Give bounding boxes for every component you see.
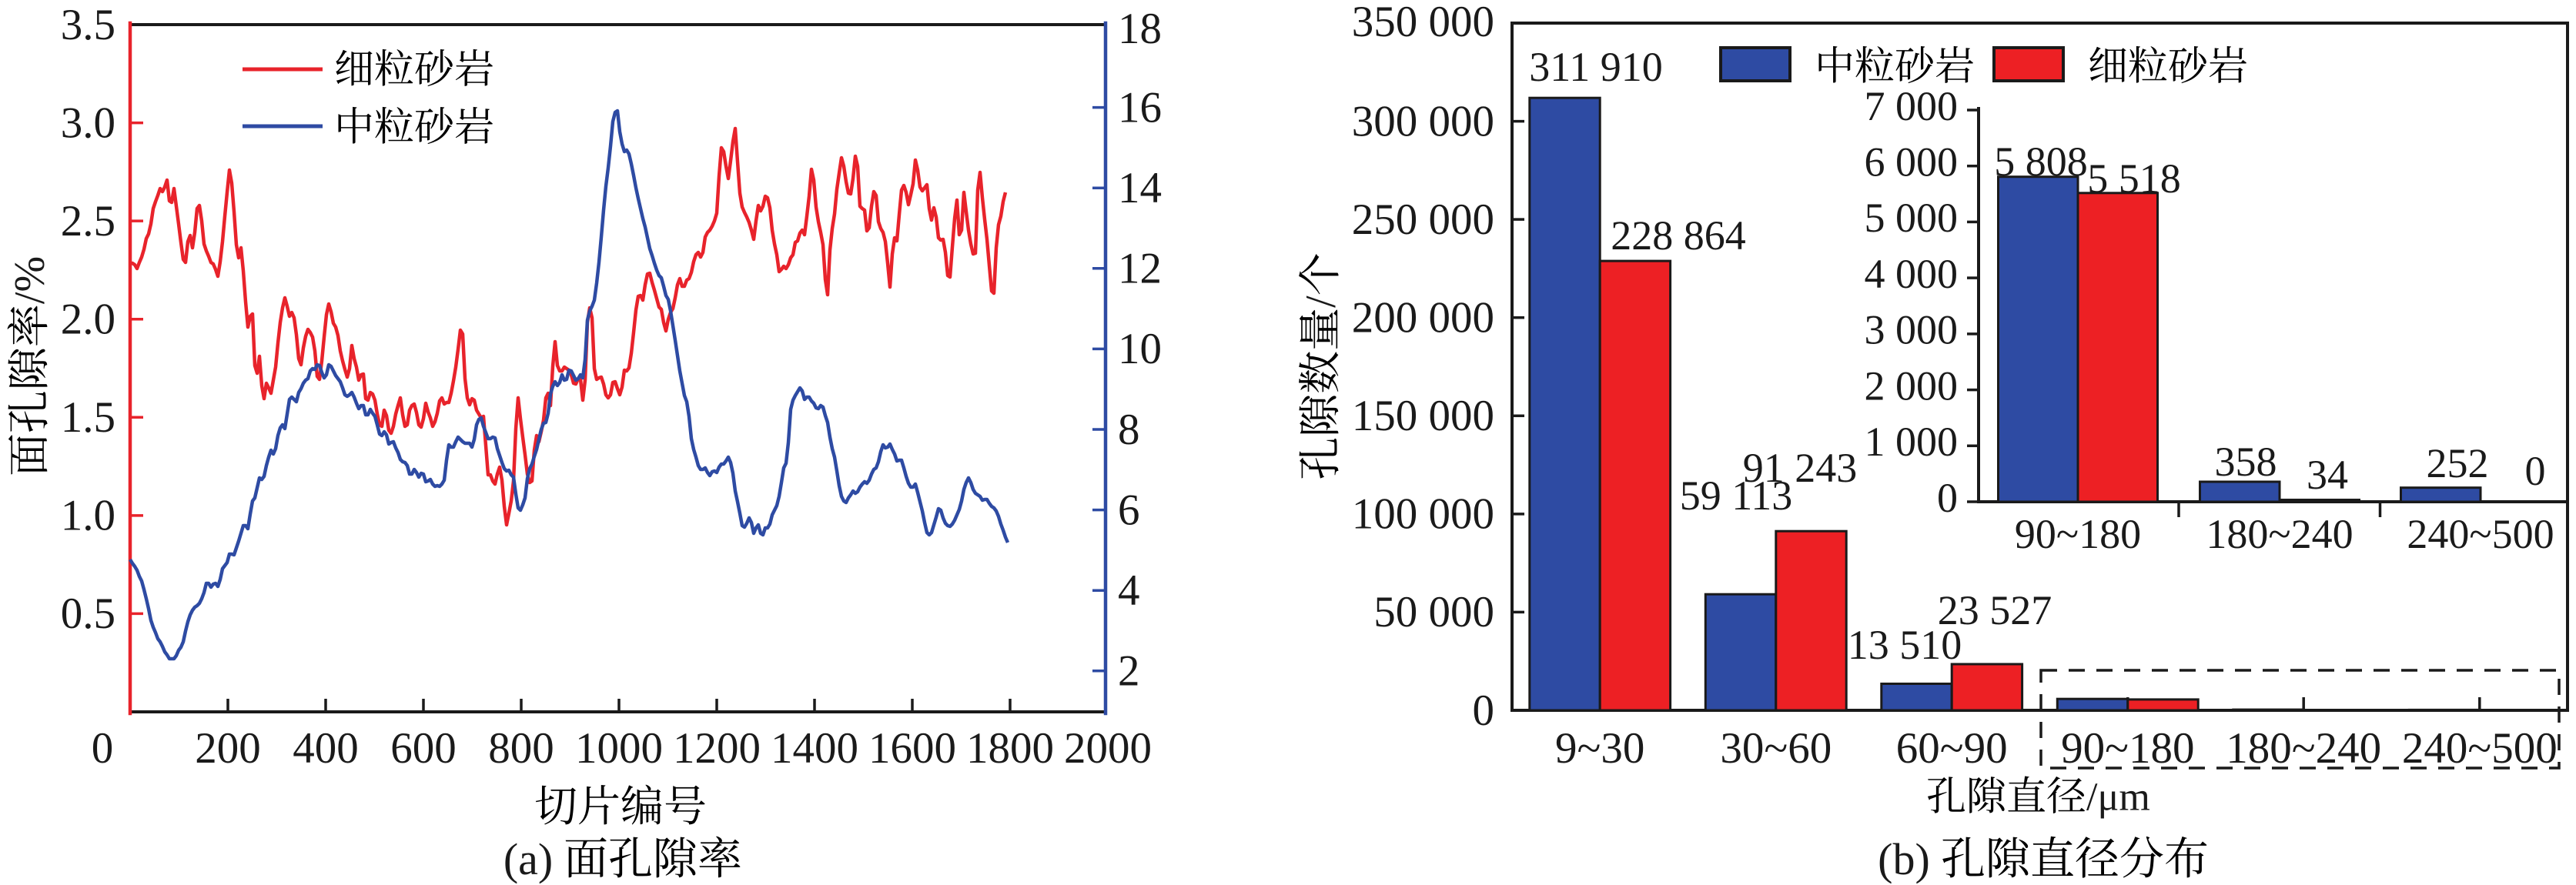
svg-text:311 910: 311 910 — [1529, 44, 1663, 90]
svg-text:0: 0 — [2525, 448, 2546, 494]
svg-text:/μm: /μm — [2086, 776, 2150, 820]
svg-text:252: 252 — [2427, 440, 2489, 486]
svg-text:13 510: 13 510 — [1848, 622, 1962, 668]
svg-text:1600: 1600 — [868, 724, 956, 773]
svg-text:18: 18 — [1118, 5, 1162, 53]
svg-text:228 864: 228 864 — [1611, 212, 1746, 259]
svg-text:1.0: 1.0 — [61, 492, 115, 540]
svg-text:300 000: 300 000 — [1352, 97, 1494, 145]
svg-text:600: 600 — [390, 724, 457, 773]
svg-text:240~500: 240~500 — [2402, 724, 2558, 773]
svg-text:4: 4 — [1118, 566, 1140, 615]
svg-text:12: 12 — [1118, 245, 1162, 293]
svg-text:8: 8 — [1118, 406, 1140, 454]
svg-text:16: 16 — [1118, 83, 1162, 132]
svg-text:200 000: 200 000 — [1352, 294, 1494, 342]
svg-text:9~30: 9~30 — [1555, 724, 1644, 773]
svg-text:3.5: 3.5 — [61, 1, 115, 49]
svg-text:4 000: 4 000 — [1865, 251, 1959, 297]
svg-text:(b): (b) — [1878, 834, 1930, 884]
svg-text:1000: 1000 — [575, 724, 663, 773]
svg-text:59 113: 59 113 — [1680, 473, 1793, 519]
svg-text:6 000: 6 000 — [1865, 139, 1959, 185]
svg-text:2: 2 — [1118, 647, 1140, 696]
svg-text:30~60: 30~60 — [1720, 724, 1832, 773]
svg-text:180~240: 180~240 — [2206, 511, 2353, 557]
svg-text:6: 6 — [1118, 486, 1140, 534]
svg-text:1.5: 1.5 — [61, 393, 115, 442]
svg-text:5 000: 5 000 — [1865, 195, 1959, 241]
svg-text:5 808: 5 808 — [1994, 139, 2088, 185]
svg-text:2000: 2000 — [1064, 724, 1152, 773]
svg-text:2 000: 2 000 — [1865, 362, 1959, 409]
svg-text:0: 0 — [1937, 475, 1958, 521]
svg-text:34: 34 — [2307, 452, 2348, 498]
svg-text:2.5: 2.5 — [61, 197, 115, 245]
svg-text:0.5: 0.5 — [61, 589, 115, 638]
svg-text:240~500: 240~500 — [2407, 511, 2554, 557]
svg-text:/: / — [1297, 296, 1345, 308]
svg-text:2.0: 2.0 — [61, 296, 115, 344]
svg-text:/%: /% — [6, 256, 54, 304]
svg-text:1 000: 1 000 — [1865, 419, 1959, 465]
svg-text:10: 10 — [1118, 325, 1162, 373]
svg-text:14: 14 — [1118, 164, 1162, 212]
svg-text:7 000: 7 000 — [1865, 83, 1959, 129]
svg-text:3.0: 3.0 — [61, 99, 115, 147]
svg-text:350 000: 350 000 — [1352, 0, 1494, 46]
svg-text:50 000: 50 000 — [1373, 588, 1494, 636]
svg-text:358: 358 — [2215, 439, 2277, 485]
svg-text:150 000: 150 000 — [1352, 392, 1494, 440]
svg-text:5 518: 5 518 — [2087, 155, 2181, 202]
svg-text:0: 0 — [92, 724, 114, 773]
svg-text:1400: 1400 — [771, 724, 858, 773]
svg-text:1200: 1200 — [673, 724, 761, 773]
svg-text:3 000: 3 000 — [1865, 307, 1959, 353]
svg-text:180~240: 180~240 — [2226, 724, 2381, 773]
svg-text:400: 400 — [293, 724, 359, 773]
svg-text:100 000: 100 000 — [1352, 490, 1494, 539]
svg-text:91 243: 91 243 — [1743, 445, 1858, 491]
svg-text:1800: 1800 — [966, 724, 1054, 773]
svg-text:0: 0 — [1473, 686, 1495, 735]
svg-text:800: 800 — [488, 724, 554, 773]
svg-text:90~180: 90~180 — [2015, 511, 2141, 557]
svg-text:90~180: 90~180 — [2061, 724, 2194, 773]
svg-text:250 000: 250 000 — [1352, 195, 1494, 244]
svg-text:23 527: 23 527 — [1938, 587, 2052, 633]
svg-text:(a): (a) — [503, 834, 553, 884]
svg-text:60~90: 60~90 — [1896, 724, 2008, 773]
svg-text:200: 200 — [195, 724, 261, 773]
